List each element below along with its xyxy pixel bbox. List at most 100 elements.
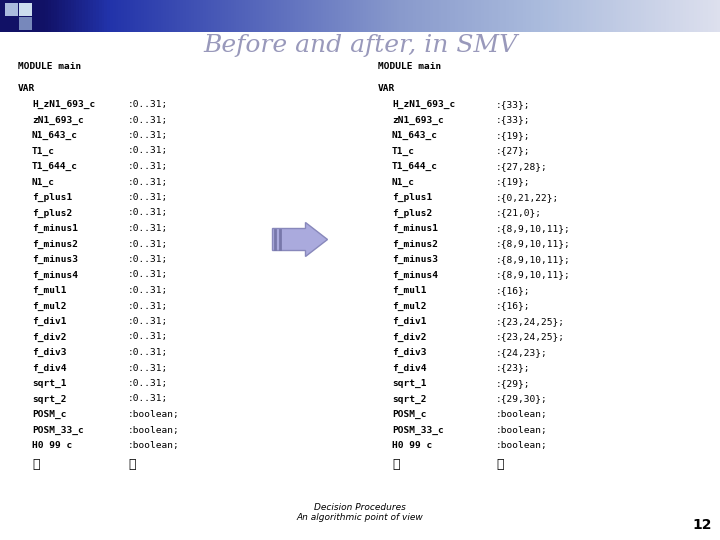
- Text: zN1_693_c: zN1_693_c: [32, 116, 84, 125]
- Text: :{24,23};: :{24,23};: [496, 348, 548, 357]
- FancyArrow shape: [272, 222, 328, 256]
- Text: :{21,0};: :{21,0};: [496, 208, 542, 218]
- Text: :0..31;: :0..31;: [128, 162, 168, 171]
- Text: ⋮: ⋮: [128, 458, 135, 471]
- Text: T1_c: T1_c: [392, 146, 415, 156]
- Text: :0..31;: :0..31;: [128, 333, 168, 341]
- Text: T1_644_c: T1_644_c: [392, 162, 438, 171]
- Text: T1_c: T1_c: [32, 146, 55, 156]
- Text: f_div2: f_div2: [392, 333, 426, 342]
- Text: MODULE main: MODULE main: [378, 62, 441, 71]
- Text: N1_c: N1_c: [392, 178, 415, 187]
- Text: :0..31;: :0..31;: [128, 348, 168, 357]
- Text: :0..31;: :0..31;: [128, 317, 168, 326]
- Text: POSM_33_c: POSM_33_c: [32, 426, 84, 435]
- Text: :0..31;: :0..31;: [128, 379, 168, 388]
- Text: :{8,9,10,11};: :{8,9,10,11};: [496, 224, 571, 233]
- Text: f_minus2: f_minus2: [32, 240, 78, 248]
- Text: f_minus1: f_minus1: [392, 224, 438, 233]
- Text: f_minus1: f_minus1: [32, 224, 78, 233]
- Text: f_minus3: f_minus3: [392, 255, 438, 264]
- Text: :boolean;: :boolean;: [496, 426, 548, 435]
- Text: :0..31;: :0..31;: [128, 301, 168, 310]
- Text: :0..31;: :0..31;: [128, 131, 168, 140]
- Text: H0 99 c: H0 99 c: [392, 441, 432, 450]
- Text: :{29};: :{29};: [496, 379, 531, 388]
- Text: f_div3: f_div3: [392, 348, 426, 357]
- Text: :boolean;: :boolean;: [496, 410, 548, 419]
- Text: f_mul2: f_mul2: [392, 301, 426, 310]
- Text: :0..31;: :0..31;: [128, 178, 168, 186]
- Text: :0..31;: :0..31;: [128, 395, 168, 403]
- Text: :0..31;: :0..31;: [128, 255, 168, 264]
- Text: H_zN1_693_c: H_zN1_693_c: [32, 100, 95, 109]
- Text: :{29,30};: :{29,30};: [496, 395, 548, 403]
- Text: f_div3: f_div3: [32, 348, 66, 357]
- Text: f_mul1: f_mul1: [392, 286, 426, 295]
- Text: :{23,24,25};: :{23,24,25};: [496, 317, 565, 326]
- Text: Before and after, in SMV: Before and after, in SMV: [203, 34, 517, 57]
- Text: :{23,24,25};: :{23,24,25};: [496, 333, 565, 341]
- Text: :{33};: :{33};: [496, 100, 531, 109]
- Text: f_minus4: f_minus4: [392, 271, 438, 280]
- Text: f_plus2: f_plus2: [392, 208, 432, 218]
- Text: :{19};: :{19};: [496, 131, 531, 140]
- Bar: [19, 3, 32, 16]
- Text: N1_c: N1_c: [32, 178, 55, 187]
- Bar: [5, 17, 18, 30]
- Text: f_plus1: f_plus1: [32, 193, 72, 202]
- Text: sqrt_2: sqrt_2: [32, 395, 66, 403]
- Text: :0..31;: :0..31;: [128, 116, 168, 125]
- Text: N1_643_c: N1_643_c: [32, 131, 78, 140]
- Text: f_plus2: f_plus2: [32, 208, 72, 218]
- Text: H_zN1_693_c: H_zN1_693_c: [392, 100, 455, 109]
- Text: :{0,21,22};: :{0,21,22};: [496, 193, 559, 202]
- Text: f_div4: f_div4: [392, 363, 426, 373]
- Text: f_div2: f_div2: [32, 333, 66, 342]
- Text: f_plus1: f_plus1: [392, 193, 432, 202]
- Text: f_mul1: f_mul1: [32, 286, 66, 295]
- Text: :0..31;: :0..31;: [128, 193, 168, 202]
- Text: :{27,28};: :{27,28};: [496, 162, 548, 171]
- Text: POSM_c: POSM_c: [32, 410, 66, 419]
- Text: :0..31;: :0..31;: [128, 286, 168, 295]
- Text: sqrt_2: sqrt_2: [392, 395, 426, 403]
- Text: H0 99 c: H0 99 c: [32, 441, 72, 450]
- Text: f_minus2: f_minus2: [392, 240, 438, 248]
- Text: zN1_693_c: zN1_693_c: [392, 116, 444, 125]
- Text: :{27};: :{27};: [496, 146, 531, 156]
- Text: VAR: VAR: [378, 84, 395, 93]
- Text: :0..31;: :0..31;: [128, 208, 168, 218]
- Text: :0..31;: :0..31;: [128, 146, 168, 156]
- Text: :0..31;: :0..31;: [128, 100, 168, 109]
- Bar: [5, 3, 18, 16]
- Text: T1_644_c: T1_644_c: [32, 162, 78, 171]
- Text: sqrt_1: sqrt_1: [32, 379, 66, 388]
- Text: f_minus3: f_minus3: [32, 255, 78, 264]
- Text: ⋮: ⋮: [392, 458, 400, 471]
- Text: :{33};: :{33};: [496, 116, 531, 125]
- Bar: [19, 17, 32, 30]
- Text: :0..31;: :0..31;: [128, 224, 168, 233]
- Text: :0..31;: :0..31;: [128, 240, 168, 248]
- Text: :{8,9,10,11};: :{8,9,10,11};: [496, 271, 571, 280]
- Text: :boolean;: :boolean;: [496, 441, 548, 450]
- Text: 12: 12: [693, 518, 712, 532]
- Text: f_div4: f_div4: [32, 363, 66, 373]
- Text: :boolean;: :boolean;: [128, 410, 180, 419]
- Text: :{16};: :{16};: [496, 286, 531, 295]
- Text: f_div1: f_div1: [32, 317, 66, 326]
- Text: sqrt_1: sqrt_1: [392, 379, 426, 388]
- Text: :0..31;: :0..31;: [128, 271, 168, 280]
- Text: N1_643_c: N1_643_c: [392, 131, 438, 140]
- Text: :0..31;: :0..31;: [128, 363, 168, 373]
- Text: VAR: VAR: [18, 84, 35, 93]
- Text: :boolean;: :boolean;: [128, 426, 180, 435]
- Text: POSM_c: POSM_c: [392, 410, 426, 419]
- Text: :{19};: :{19};: [496, 178, 531, 186]
- Text: f_minus4: f_minus4: [32, 271, 78, 280]
- Text: f_div1: f_div1: [392, 317, 426, 326]
- Text: :{8,9,10,11};: :{8,9,10,11};: [496, 240, 571, 248]
- Text: MODULE main: MODULE main: [18, 62, 81, 71]
- Text: :boolean;: :boolean;: [128, 441, 180, 450]
